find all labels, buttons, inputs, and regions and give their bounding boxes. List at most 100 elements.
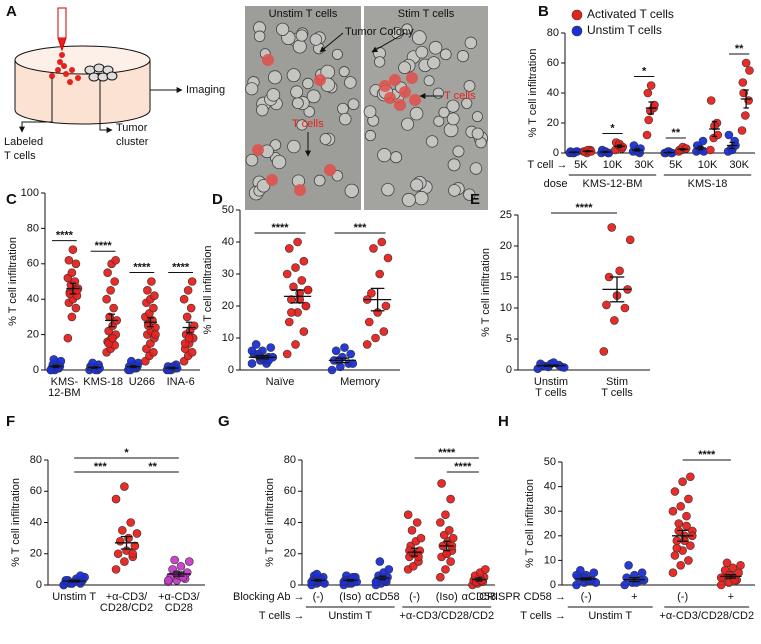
y-tick-label: 100 [21, 187, 39, 199]
cell [456, 50, 470, 63]
comparison-label: **** [698, 449, 716, 461]
cell [319, 133, 332, 145]
data-point [684, 556, 693, 565]
cell [464, 36, 478, 50]
cell [461, 97, 473, 109]
cluster-label: KMS-18 [688, 178, 728, 190]
data-point [106, 286, 115, 295]
cell [256, 103, 269, 117]
arrow [371, 32, 406, 53]
cell [427, 56, 441, 70]
cell [269, 139, 282, 151]
arrow [19, 78, 53, 133]
data-point [416, 533, 426, 543]
data-point [72, 286, 82, 295]
data-point [113, 549, 123, 559]
data-point [176, 561, 186, 571]
significance-label: **** [56, 230, 74, 242]
data-point [441, 565, 450, 574]
data-point [379, 327, 389, 336]
cell [338, 66, 350, 78]
data-point [670, 551, 680, 560]
cell [452, 145, 465, 158]
cell [401, 192, 416, 207]
y-axis-label: % T cell infiltration [7, 237, 19, 326]
data-point [412, 518, 422, 527]
cell [414, 190, 429, 206]
data-point [676, 501, 685, 511]
cell [433, 115, 445, 127]
comparison-label: ** [148, 461, 157, 473]
row-label: CRISPR CD58 → [479, 591, 566, 603]
data-point [572, 570, 581, 580]
data-point [682, 511, 691, 521]
panel-a: A Imaging Labeled T cells Tumor cluster … [4, 3, 488, 210]
cell [267, 70, 282, 85]
y-tick-label: 40 [27, 293, 39, 305]
panel-letter: D [212, 191, 223, 208]
data-point [644, 115, 653, 125]
y-tick-label: 50 [544, 456, 556, 468]
cell [303, 105, 316, 118]
comparison-label: **** [575, 202, 593, 214]
data-point [126, 518, 135, 527]
data-point [307, 577, 316, 587]
legend-label: Activated T cells [587, 7, 674, 21]
y-tick-label: 15 [500, 271, 512, 283]
row-label: dose [544, 178, 568, 190]
data-point [144, 321, 153, 331]
cell-labeled [252, 144, 264, 156]
x-tick-label: +α-CD3/ [106, 591, 148, 603]
data-point [624, 561, 633, 570]
cell-labeled [384, 92, 396, 104]
cell [286, 68, 301, 83]
cluster-label: Unstim T [588, 610, 632, 622]
data-point [266, 343, 276, 352]
data-point [682, 521, 691, 531]
data-point [149, 303, 158, 313]
data-point [684, 494, 693, 504]
pipette-tip [57, 37, 67, 52]
data-point [170, 555, 179, 565]
data-point [247, 346, 257, 356]
y-tick-label: 0 [228, 364, 234, 376]
data-point [70, 277, 80, 286]
cell [463, 188, 476, 201]
data-point [76, 571, 85, 580]
data-point [737, 126, 747, 135]
row-label: T cell → [527, 159, 567, 171]
data-point [436, 518, 445, 527]
data-point [128, 549, 138, 559]
y-axis-label: % T cell infiltration [264, 478, 276, 567]
cell [344, 76, 357, 89]
tumor-label: Tumor [116, 122, 148, 134]
data-point [441, 510, 450, 519]
x-tick-label: CD28 [165, 602, 193, 614]
imaging-label: Imaging [186, 84, 225, 96]
cell [245, 153, 259, 167]
cell [292, 39, 307, 54]
data-point [674, 519, 684, 528]
y-tick-label: 30 [544, 505, 556, 517]
cell [443, 122, 459, 138]
cluster-label: KMS-12-BM [583, 178, 643, 190]
data-point [481, 565, 490, 574]
y-tick-label: 60 [547, 57, 559, 69]
tumor-cells [84, 63, 118, 82]
data-point [736, 561, 745, 570]
cell-labeled [394, 99, 406, 111]
data-point [71, 303, 81, 313]
x-tick-label: Unstim T [52, 591, 96, 603]
y-axis-label: % T cell infiltration [527, 49, 539, 138]
cell [471, 111, 483, 123]
y-tick-label: 25 [500, 209, 512, 221]
data-point [348, 359, 358, 368]
data-point [377, 237, 387, 247]
panel-letter: A [6, 3, 17, 20]
data-point [111, 494, 121, 504]
y-tick-label: 40 [222, 236, 234, 248]
image-title: Unstim T cells [269, 8, 338, 20]
cluster-label: +α-CD3/CD28/CD2 [399, 610, 494, 622]
data-point [186, 303, 196, 313]
